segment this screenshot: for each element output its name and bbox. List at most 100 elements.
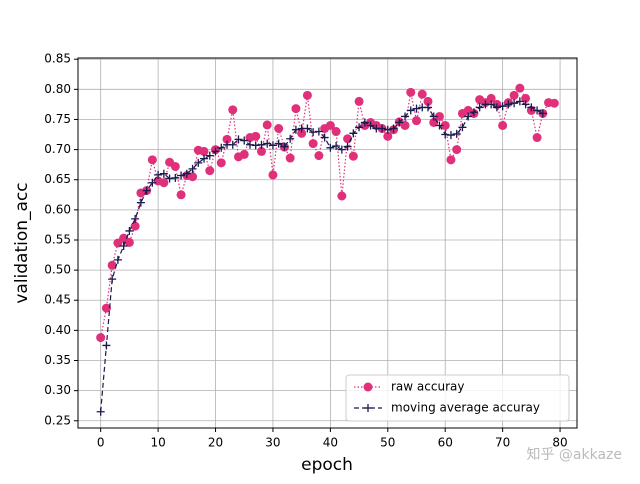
point: [423, 96, 433, 106]
point: [211, 147, 220, 156]
point: [332, 141, 341, 150]
y-tick-label: 0.65: [44, 172, 71, 186]
point: [492, 103, 501, 112]
point: [176, 190, 186, 200]
point: [142, 186, 151, 195]
point: [320, 133, 329, 142]
point: [498, 102, 507, 111]
point: [378, 124, 387, 133]
x-tick-label: 20: [208, 436, 223, 450]
point: [302, 90, 312, 100]
y-axis-label: validation_acc: [12, 182, 32, 303]
point: [464, 112, 473, 121]
series-line: [100, 87, 555, 338]
legend-label: moving average accuray: [391, 401, 540, 415]
point: [96, 333, 106, 343]
point: [113, 255, 122, 264]
point: [355, 123, 364, 132]
x-tick-label: 50: [380, 436, 395, 450]
point: [188, 164, 197, 173]
point: [510, 99, 519, 108]
point: [515, 83, 525, 93]
point: [360, 118, 369, 127]
point: [274, 124, 284, 134]
y-tick-label: 0.50: [44, 263, 71, 277]
point: [440, 120, 450, 130]
point: [268, 141, 277, 150]
point: [291, 125, 300, 134]
point: [326, 143, 335, 152]
legend-marker: [363, 382, 373, 392]
legend-marker: [364, 404, 372, 412]
point: [257, 140, 266, 149]
point: [268, 170, 278, 180]
point: [423, 103, 432, 112]
legend-label: raw accuray: [391, 380, 464, 394]
y-tick-label: 0.45: [44, 293, 71, 307]
point: [239, 149, 249, 159]
point: [240, 136, 249, 145]
point: [251, 131, 261, 141]
point: [349, 129, 358, 138]
point: [401, 112, 410, 121]
point: [521, 100, 530, 109]
point: [348, 151, 358, 161]
point: [130, 221, 140, 231]
point: [205, 151, 214, 160]
x-tick-label: 60: [438, 436, 453, 450]
point: [389, 124, 398, 133]
point: [452, 145, 462, 155]
point: [194, 158, 203, 167]
point: [286, 134, 295, 143]
y-tick-label: 0.70: [44, 142, 71, 156]
point: [101, 303, 111, 313]
y-tick-label: 0.35: [44, 353, 71, 367]
point: [216, 158, 226, 168]
point: [107, 260, 117, 270]
point: [159, 169, 168, 178]
x-tick-label: 70: [495, 436, 510, 450]
point: [297, 128, 307, 138]
legend: raw accuray moving average accuray: [345, 374, 570, 422]
point: [285, 153, 295, 163]
point: [131, 214, 140, 223]
point: [406, 106, 415, 115]
point: [217, 143, 226, 152]
series-line: [100, 100, 544, 412]
point: [486, 93, 496, 103]
point: [354, 96, 364, 106]
x-axis-label: epoch: [301, 455, 353, 475]
point: [228, 105, 238, 115]
x-tick-label: 0: [97, 436, 105, 450]
y-tick-label: 0.40: [44, 323, 71, 337]
point: [280, 142, 289, 151]
y-tick-label: 0.55: [44, 232, 71, 246]
point: [170, 161, 180, 171]
point: [412, 116, 422, 126]
point: [148, 178, 157, 187]
x-tick-label: 10: [150, 436, 165, 450]
point: [532, 133, 542, 143]
point: [96, 407, 105, 416]
point: [469, 108, 478, 117]
point: [366, 121, 375, 130]
x-tick-label: 80: [552, 436, 567, 450]
point: [325, 120, 335, 130]
point: [527, 103, 536, 112]
y-tick-label: 0.60: [44, 202, 71, 216]
point: [509, 90, 519, 100]
y-tick-label: 0.85: [44, 52, 71, 66]
point: [343, 142, 352, 151]
point: [446, 155, 456, 165]
watermark: 知乎 @akkaze: [526, 446, 622, 463]
point: [487, 100, 496, 109]
point: [199, 146, 209, 156]
point: [222, 134, 232, 144]
point: [102, 341, 111, 350]
point: [108, 275, 117, 284]
point: [538, 109, 547, 118]
point: [498, 120, 508, 130]
point: [177, 171, 186, 180]
point: [159, 178, 169, 188]
